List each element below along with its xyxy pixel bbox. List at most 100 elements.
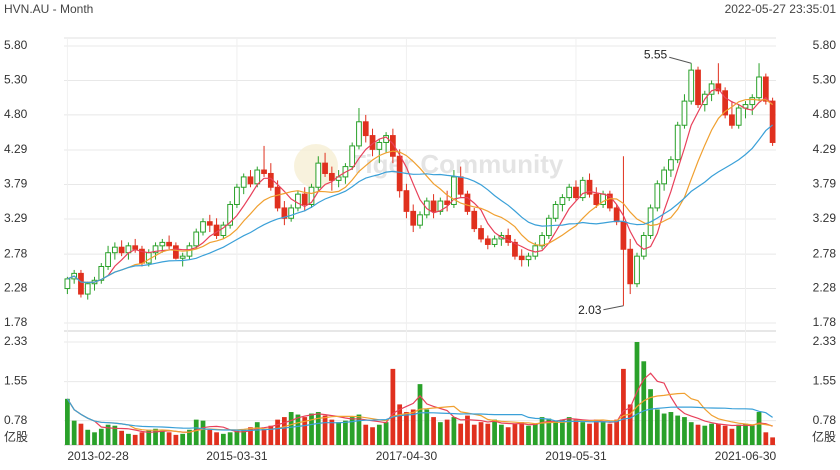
candle-body bbox=[288, 207, 295, 219]
volume-bar bbox=[146, 429, 152, 445]
candle-body bbox=[606, 193, 613, 209]
candle-body bbox=[661, 169, 667, 185]
candle-body bbox=[166, 241, 172, 247]
candle-body bbox=[695, 69, 701, 106]
volume-bar bbox=[173, 434, 179, 445]
candle-body bbox=[362, 121, 369, 137]
volume-bar bbox=[397, 404, 403, 445]
volume-bar bbox=[295, 414, 301, 445]
volume-bar bbox=[214, 432, 219, 445]
candle-body bbox=[681, 100, 688, 126]
candle-body bbox=[586, 179, 593, 195]
volume-bar bbox=[532, 423, 538, 445]
volume-bar bbox=[356, 414, 362, 445]
volume-bar bbox=[695, 424, 701, 445]
volume-bar bbox=[546, 418, 552, 445]
candle-body bbox=[559, 197, 566, 205]
volume-bar bbox=[139, 432, 145, 445]
candle-body bbox=[512, 241, 518, 257]
volume-bar bbox=[607, 423, 613, 445]
candle-body bbox=[173, 245, 179, 259]
candle-body bbox=[722, 90, 729, 116]
candle-body bbox=[220, 224, 227, 236]
x-tick-label: 2021-06-30 bbox=[715, 449, 777, 463]
candle-body bbox=[111, 246, 118, 254]
watermark-text: Tiger Community bbox=[350, 149, 564, 179]
candle-body bbox=[349, 145, 356, 168]
candle-body bbox=[545, 217, 552, 236]
price-tick-right: 3.79 bbox=[813, 177, 837, 191]
volume-bar bbox=[451, 417, 457, 445]
candle-body bbox=[593, 193, 600, 205]
candle-body bbox=[654, 183, 661, 209]
volume-bar bbox=[593, 419, 599, 445]
candle-body bbox=[674, 124, 681, 161]
volume-bar bbox=[519, 422, 525, 445]
candle-body bbox=[525, 255, 532, 261]
volume-bar bbox=[729, 428, 735, 445]
price-tick-right: 2.78 bbox=[813, 246, 837, 260]
price-tick-right: 2.28 bbox=[813, 281, 837, 295]
candle-body bbox=[247, 176, 254, 185]
candle-body bbox=[152, 245, 159, 254]
candle-body bbox=[254, 169, 261, 185]
chart-title: HVN.AU - Month bbox=[4, 2, 94, 16]
volume-bar bbox=[505, 427, 511, 445]
candle-body bbox=[179, 255, 186, 259]
candle-body bbox=[78, 272, 84, 295]
volume-bar bbox=[756, 412, 762, 445]
volume-bar bbox=[634, 342, 640, 445]
candle-body bbox=[762, 76, 769, 102]
candle-body bbox=[457, 176, 464, 195]
volume-bar bbox=[98, 428, 104, 445]
volume-ma-slow-line bbox=[66, 398, 773, 432]
candle-body bbox=[464, 193, 471, 212]
candle-body bbox=[471, 210, 478, 230]
volume-bar bbox=[702, 425, 708, 445]
volume-bar bbox=[343, 420, 348, 445]
volume-bar bbox=[417, 384, 423, 445]
volume-bar bbox=[566, 417, 572, 445]
volume-bar bbox=[587, 423, 592, 445]
candle-body bbox=[478, 228, 484, 240]
candle-body bbox=[105, 252, 111, 267]
volume-bar bbox=[471, 424, 477, 445]
volume-bar bbox=[193, 419, 199, 445]
volume-bar bbox=[234, 430, 240, 445]
candle-body bbox=[620, 221, 627, 250]
volume-bar bbox=[722, 425, 728, 445]
volume-bar bbox=[661, 413, 667, 445]
candle-body bbox=[634, 255, 640, 285]
volume-bar bbox=[207, 429, 213, 445]
volume-bar bbox=[187, 429, 192, 445]
volume-bar bbox=[539, 417, 545, 445]
ma-slow-line bbox=[67, 124, 773, 284]
price-tick-left: 4.80 bbox=[4, 107, 28, 121]
volume-bar bbox=[126, 433, 131, 445]
candle-body bbox=[573, 186, 579, 199]
candle-body bbox=[484, 238, 491, 245]
timestamp: 2022-05-27 23:35:01 bbox=[724, 2, 836, 16]
volume-bar bbox=[709, 423, 714, 445]
candle-body bbox=[688, 69, 695, 102]
candle-body bbox=[328, 172, 335, 181]
volume-bar bbox=[600, 422, 606, 445]
volume-tick-left: 2.33 bbox=[4, 334, 28, 348]
volume-bar bbox=[749, 425, 755, 445]
volume-tick-right: 2.33 bbox=[813, 334, 837, 348]
volume-bar bbox=[370, 427, 375, 445]
volume-bar bbox=[560, 419, 565, 445]
volume-bar bbox=[715, 423, 721, 445]
volume-bar bbox=[315, 412, 321, 445]
candle-body bbox=[301, 193, 308, 205]
volume-bar bbox=[682, 417, 687, 445]
volume-bar bbox=[688, 422, 694, 445]
candle-body bbox=[613, 207, 620, 223]
volume-bar bbox=[349, 417, 355, 445]
volume-bar bbox=[654, 409, 660, 445]
candle-body bbox=[261, 169, 267, 174]
candle-body bbox=[756, 76, 762, 99]
annotation-high-label: 5.55 bbox=[644, 47, 668, 61]
candle-body bbox=[396, 155, 403, 192]
